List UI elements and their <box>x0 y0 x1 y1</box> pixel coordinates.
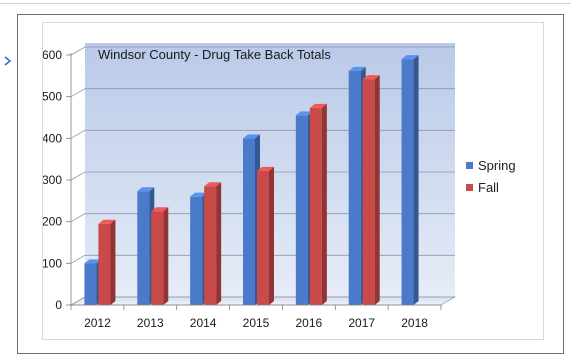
y-tick-label: 300 <box>43 173 62 187</box>
x-tick-label: 2018 <box>401 316 428 330</box>
gridline <box>70 254 455 264</box>
x-tick-label: 2015 <box>243 316 270 330</box>
page-top-rule <box>0 0 571 4</box>
gridline <box>70 213 455 223</box>
x-tick-label: 2012 <box>84 316 111 330</box>
margin-arrow-icon <box>4 56 12 66</box>
legend-item-fall: Fall <box>466 176 516 198</box>
x-tick-label: 2017 <box>348 316 375 330</box>
y-tick-label: 0 <box>55 298 62 312</box>
bar-fall-2017 <box>362 75 380 305</box>
chart-area: 0 100 200 300 400 500 600 2012 2013 2014 2015 2016… <box>42 23 543 339</box>
y-tick-label: 600 <box>43 48 62 62</box>
legend-swatch <box>466 183 473 191</box>
bar-fall-2014 <box>204 182 222 305</box>
legend-label: Fall <box>478 179 499 195</box>
document-frame: 0 100 200 300 400 500 600 2012 2013 2014 2015 2016… <box>17 14 564 354</box>
y-tick-label: 100 <box>43 256 62 270</box>
x-tick-label: 2013 <box>137 316 164 330</box>
bar-chart: 0 100 200 300 400 500 600 2012 2013 2014 2015 2016… <box>42 43 457 330</box>
gridline <box>70 171 455 181</box>
bar-fall-2013 <box>151 207 169 305</box>
gridline <box>70 88 455 98</box>
y-tick-label: 400 <box>43 131 62 145</box>
gridline <box>70 46 455 56</box>
legend-label: Spring <box>478 157 516 173</box>
y-tick-label: 500 <box>43 90 62 104</box>
x-tick-label: 2016 <box>296 316 323 330</box>
legend-swatch <box>466 161 473 169</box>
gridline <box>70 129 455 139</box>
bar-fall-2015 <box>257 166 274 305</box>
legend-item-spring: Spring <box>466 154 516 176</box>
x-tick-label: 2014 <box>190 316 217 330</box>
chart-legend: Spring Fall <box>466 154 516 198</box>
y-tick-label: 200 <box>43 215 62 229</box>
chart-title: Windsor County - Drug Take Back Totals <box>98 47 331 62</box>
bar-fall-2012 <box>98 219 116 305</box>
bar-spring-2018 <box>401 55 419 305</box>
bar-fall-2016 <box>309 103 327 306</box>
